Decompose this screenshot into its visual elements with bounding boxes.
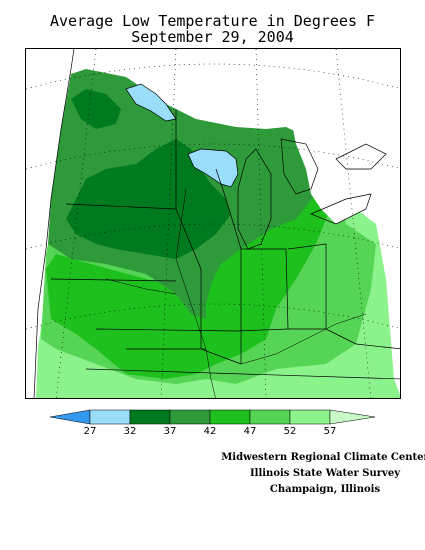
legend-label-42: 42 <box>203 426 217 437</box>
map-date: September 29, 2004 <box>131 28 294 46</box>
legend-swatch-below-27 <box>49 409 91 425</box>
lake-outlines <box>125 83 387 250</box>
map-svg <box>26 49 400 398</box>
legend-swatch-52-57 <box>289 409 331 425</box>
legend-swatch-above-57 <box>329 409 376 425</box>
legend-label-37: 37 <box>163 426 177 437</box>
rivers <box>105 188 367 398</box>
map-title: Average Low Temperature in Degrees F <box>49 12 376 30</box>
legend-label-47: 47 <box>243 426 257 437</box>
lake-superior <box>126 84 176 121</box>
no-data-nw <box>26 49 74 304</box>
credit-survey: Illinois State Water Survey <box>249 468 401 479</box>
legend-swatch-47-52 <box>249 409 291 425</box>
legend-swatch-27-32 <box>89 409 131 425</box>
temperature-map <box>25 48 401 399</box>
region-32-37-north <box>71 89 121 129</box>
legend-label-52: 52 <box>283 426 297 437</box>
legend-label-57: 57 <box>323 426 337 437</box>
legend-swatch-32-37 <box>129 409 171 425</box>
credit-location: Champaign, Illinois <box>269 484 381 495</box>
legend-label-27: 27 <box>83 426 97 437</box>
legend-label-32: 32 <box>123 426 137 437</box>
legend-swatch-42-47 <box>209 409 251 425</box>
no-data-ne <box>266 49 400 229</box>
state-boundaries <box>33 49 400 398</box>
legend-bar <box>49 409 376 425</box>
lake-michigan <box>188 149 238 187</box>
credit-center: Midwestern Regional Climate Center <box>221 452 425 463</box>
color-legend: 27 32 37 42 47 52 57 <box>49 409 380 445</box>
legend-swatch-37-42 <box>169 409 211 425</box>
region-32-37 <box>66 139 231 259</box>
graticule <box>26 49 400 398</box>
